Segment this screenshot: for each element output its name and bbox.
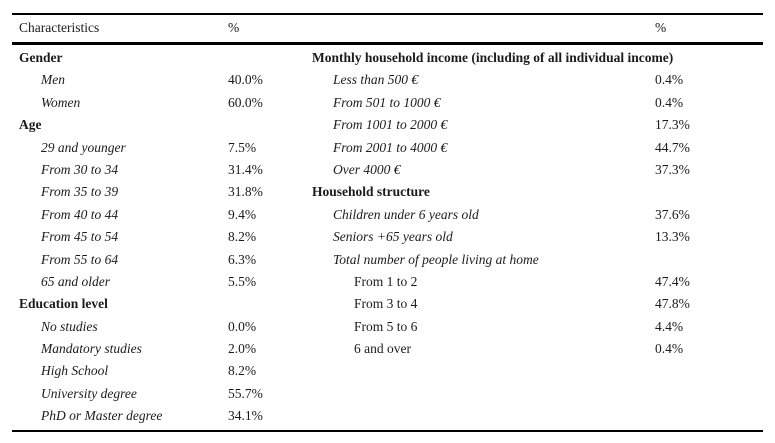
table-bottom-rule xyxy=(12,430,763,432)
table-header-row: Characteristics % % xyxy=(12,15,763,41)
table-row: 29 and younger 7.5% From 2001 to 4000 € … xyxy=(12,137,763,159)
table-top-rule xyxy=(12,13,763,15)
table-row: Gender Monthly household income (includi… xyxy=(12,47,763,69)
header-percent-right: % xyxy=(655,20,667,35)
row-value-left: 40.0% xyxy=(228,72,263,88)
row-label-left: PhD or Master degree xyxy=(41,408,163,424)
table-row: Women 60.0% From 501 to 1000 € 0.4% xyxy=(12,92,763,114)
row-label-right: From 1001 to 2000 € xyxy=(333,117,448,133)
row-value-right: 13.3% xyxy=(655,229,690,245)
table-row: From 55 to 64 6.3% Total number of peopl… xyxy=(12,249,763,271)
table-row: From 30 to 34 31.4% Over 4000 € 37.3% xyxy=(12,159,763,181)
table-row: Men 40.0% Less than 500 € 0.4% xyxy=(12,69,763,91)
row-value-right: 0.4% xyxy=(655,94,684,110)
row-value-right: 44.7% xyxy=(655,139,690,155)
row-label-left: From 55 to 64 xyxy=(41,251,119,267)
row-label-right: From 501 to 1000 € xyxy=(333,94,441,110)
row-value-left: 31.4% xyxy=(228,161,263,177)
row-label-right: From 3 to 4 xyxy=(354,296,418,312)
row-value-left: 55.7% xyxy=(228,385,263,401)
row-value-right: 17.3% xyxy=(655,117,690,133)
row-label-left: University degree xyxy=(41,385,137,401)
table-row: From 35 to 39 31.8% Household structure xyxy=(12,181,763,203)
row-value-left: 6.3% xyxy=(228,251,257,267)
row-value-right: 0.4% xyxy=(655,72,684,88)
row-value-left: 5.5% xyxy=(228,273,257,289)
row-value-left: 9.4% xyxy=(228,206,257,222)
header-percent-left: % xyxy=(228,20,240,35)
row-label-left: Women xyxy=(41,94,81,110)
table-row: PhD or Master degree 34.1% xyxy=(12,405,763,427)
row-value-left: 7.5% xyxy=(228,139,257,155)
table-row: From 40 to 44 9.4% Children under 6 year… xyxy=(12,204,763,226)
row-label-left: High School xyxy=(41,363,109,379)
row-value-left: 31.8% xyxy=(228,184,263,200)
header-characteristics: Characteristics xyxy=(19,20,100,35)
row-label-left: Gender xyxy=(19,50,63,65)
row-label-left: From 45 to 54 xyxy=(41,229,119,245)
row-label-left: 65 and older xyxy=(41,273,110,289)
table-row: From 45 to 54 8.2% Seniors +65 years old… xyxy=(12,226,763,248)
row-value-left: 8.2% xyxy=(228,363,257,379)
table-row: Mandatory studies 2.0% 6 and over 0.4% xyxy=(12,338,763,360)
row-value-left: 60.0% xyxy=(228,94,263,110)
row-label-right: Over 4000 € xyxy=(333,161,401,177)
row-value-left: 0.0% xyxy=(228,318,257,334)
table-row: High School 8.2% xyxy=(12,360,763,382)
row-label-left: Education level xyxy=(19,296,108,312)
row-value-left: 8.2% xyxy=(228,229,257,245)
row-label-right: Less than 500 € xyxy=(333,72,419,88)
row-value-left: 2.0% xyxy=(228,341,257,357)
row-label-right: Monthly household income (including of a… xyxy=(312,50,674,65)
row-label-left: From 35 to 39 xyxy=(41,184,119,200)
table-row: University degree 55.7% xyxy=(12,383,763,405)
row-label-left: No studies xyxy=(41,318,98,334)
table-row: Age From 1001 to 2000 € 17.3% xyxy=(12,114,763,136)
table-row: Education level From 3 to 4 47.8% xyxy=(12,293,763,315)
row-label-right: Total number of people living at home xyxy=(333,251,539,267)
row-label-right: 6 and over xyxy=(354,341,411,357)
row-label-right: Household structure xyxy=(312,184,430,200)
row-value-right: 0.4% xyxy=(655,341,684,357)
table-row: 65 and older 5.5% From 1 to 2 47.4% xyxy=(12,271,763,293)
row-label-right: From 5 to 6 xyxy=(354,318,418,334)
row-label-left: From 40 to 44 xyxy=(41,206,119,222)
row-value-left: 34.1% xyxy=(228,408,263,424)
row-value-right: 37.6% xyxy=(655,206,690,222)
row-label-right: Children under 6 years old xyxy=(333,206,479,222)
row-label-left: Age xyxy=(19,117,42,133)
row-label-right: From 1 to 2 xyxy=(354,273,418,289)
row-value-right: 47.8% xyxy=(655,296,690,312)
row-value-right: 47.4% xyxy=(655,273,690,289)
row-label-left: From 30 to 34 xyxy=(41,161,119,177)
row-label-right: From 2001 to 4000 € xyxy=(333,139,448,155)
row-label-left: Men xyxy=(41,72,65,88)
table-row: No studies 0.0% From 5 to 6 4.4% xyxy=(12,316,763,338)
row-value-right: 37.3% xyxy=(655,161,690,177)
table-header-rule xyxy=(12,42,763,45)
table-body: Gender Monthly household income (includi… xyxy=(12,47,763,428)
row-label-left: Mandatory studies xyxy=(41,341,142,357)
row-value-right: 4.4% xyxy=(655,318,684,334)
row-label-right: Seniors +65 years old xyxy=(333,229,453,245)
row-label-left: 29 and younger xyxy=(41,139,126,155)
